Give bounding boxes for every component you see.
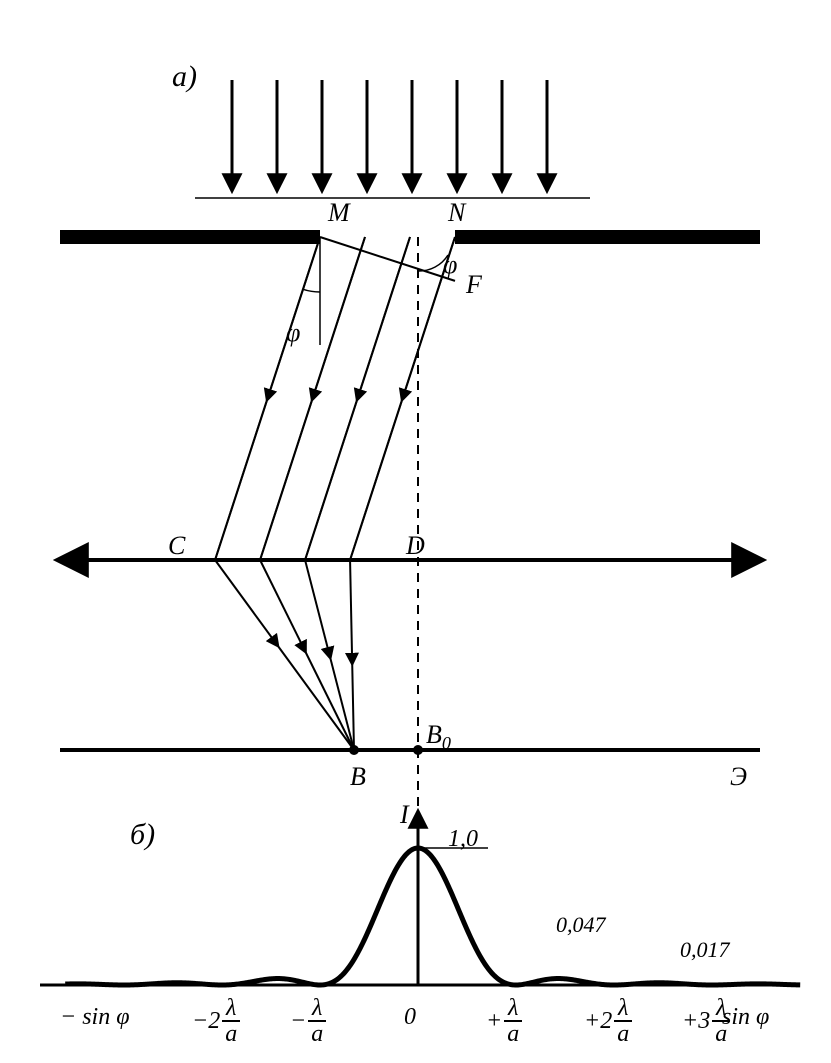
peak-side2-value: 0,017 — [680, 937, 730, 963]
label-I: I — [400, 800, 409, 830]
intensity-curve — [65, 848, 800, 985]
label-B0: B0 — [426, 720, 451, 754]
phi-arc-left — [303, 289, 320, 292]
peak-side1-value: 0,047 — [556, 912, 606, 938]
point-B — [349, 745, 359, 755]
label-screen-E: Э — [730, 762, 747, 792]
label-C: C — [168, 531, 185, 561]
tick-label-frac: −2λa — [192, 996, 240, 1046]
tick-label-frac: −λa — [290, 996, 326, 1046]
wavefront-MF — [320, 237, 455, 281]
tick-label: − sin φ — [60, 1004, 129, 1031]
point-B0 — [413, 745, 423, 755]
barrier-right — [455, 230, 760, 244]
label-B: B — [350, 762, 366, 792]
label-M: M — [328, 198, 350, 228]
panel-a-label: а) — [172, 60, 197, 94]
tick-label: sin φ — [722, 1004, 769, 1031]
label-N: N — [448, 198, 465, 228]
tick-label: 0 — [404, 1004, 416, 1031]
label-phi-left: φ — [286, 318, 300, 348]
peak-main-value: 1,0 — [448, 826, 478, 853]
label-D: D — [406, 531, 425, 561]
label-phi-top: φ — [443, 250, 457, 280]
barrier-left — [60, 230, 320, 244]
label-F: F — [466, 270, 482, 300]
tick-label-frac: +λa — [486, 996, 522, 1046]
panel-b-label: б) — [130, 818, 155, 852]
tick-label-frac: +2λa — [584, 996, 632, 1046]
